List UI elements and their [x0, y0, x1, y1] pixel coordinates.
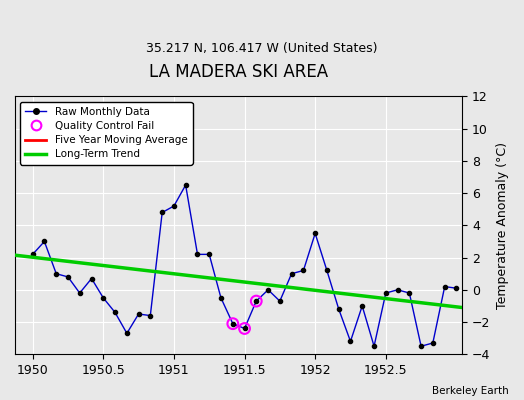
Text: Berkeley Earth: Berkeley Earth [432, 386, 508, 396]
Point [228, 320, 237, 327]
Legend: Raw Monthly Data, Quality Control Fail, Five Year Moving Average, Long-Term Tren: Raw Monthly Data, Quality Control Fail, … [20, 102, 192, 164]
Point [252, 298, 260, 304]
Title: LA MADERA SKI AREA: LA MADERA SKI AREA [149, 63, 328, 81]
Point [241, 325, 249, 332]
Y-axis label: Temperature Anomaly (°C): Temperature Anomaly (°C) [496, 142, 509, 309]
Text: 35.217 N, 106.417 W (United States): 35.217 N, 106.417 W (United States) [146, 42, 378, 55]
